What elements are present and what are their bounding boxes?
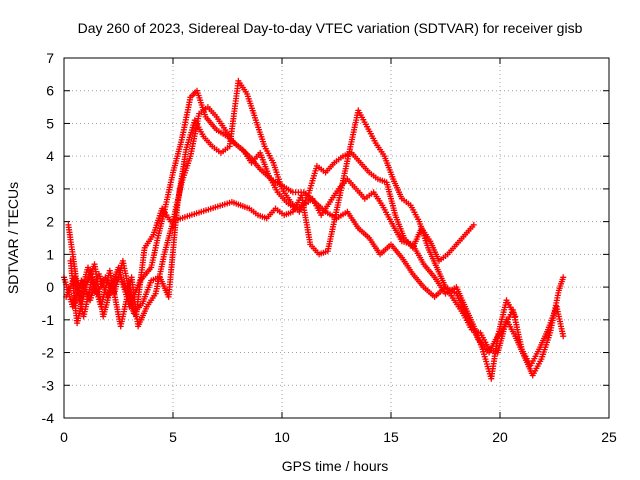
y-tick-label: -4 [42,410,55,426]
x-tick-label: 0 [60,429,68,445]
data-point [470,221,477,228]
y-tick-label: 7 [46,50,54,66]
y-tick-label: 4 [46,148,54,164]
x-tick-label: 15 [383,429,399,445]
tick-labels: 0 5 10 15 20 25 -4 -3 -2 -1 0 1 2 3 4 5 6 7 [42,50,617,445]
y-tick-label: 2 [46,214,54,230]
data-points [61,77,567,382]
x-tick-label: 20 [492,429,508,445]
x-axis-label: GPS time / hours [282,458,389,474]
series-track-2 [63,104,519,382]
series-track-3 [65,77,477,317]
y-tick-label: -2 [42,345,55,361]
x-tick-label: 25 [601,429,617,445]
y-tick-label: 5 [46,115,54,131]
x-tick-label: 10 [274,429,290,445]
data-point [560,274,567,281]
series-track-4 [67,107,567,379]
plot-frame [63,57,610,419]
x-tick-label: 5 [169,429,177,445]
y-tick-label: 0 [46,279,54,295]
y-tick-label: -1 [42,312,55,328]
data-point [512,313,519,320]
chart-title: Day 260 of 2023, Sidereal Day-to-day VTE… [78,20,583,36]
y-axis-label: SDTVAR / TECUs [5,182,21,294]
data-point [560,333,567,340]
y-tick-label: 1 [46,246,54,262]
y-tick-label: 6 [46,83,54,99]
y-tick-label: -3 [42,377,55,393]
y-tick-label: 3 [46,181,54,197]
